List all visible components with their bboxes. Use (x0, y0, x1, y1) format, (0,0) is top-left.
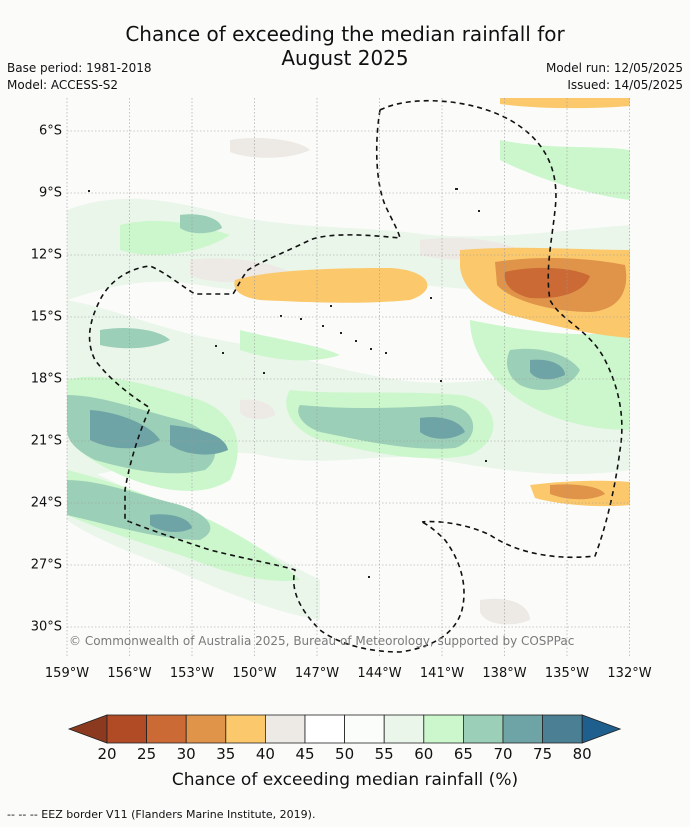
lon-label: 135°W (544, 666, 590, 681)
colorbar-tick-label: 65 (453, 745, 473, 763)
model-name: Model: ACCESS-S2 (7, 78, 119, 92)
colorbar-swatch (344, 714, 385, 744)
colorbar-tick-label: 45 (295, 745, 315, 763)
map-title-line1: Chance of exceeding the median rainfall … (125, 22, 565, 46)
lat-label: 15°S (30, 309, 62, 325)
lon-label: 144°W (357, 666, 402, 681)
lat-label: 24°S (30, 495, 62, 511)
colorbar-tick-label: 55 (374, 745, 394, 763)
patch-darkteal-2 (170, 425, 228, 455)
patch-driest-east (504, 267, 590, 299)
lon-label: 141°W (419, 666, 465, 681)
colorbar-tick-label: 60 (414, 745, 434, 763)
colorbar-title: Chance of exceeding median rainfall (%) (171, 770, 519, 790)
meta-left: Base period: 1981-2018 Model: ACCESS-S2 (7, 60, 152, 94)
lat-label: 6°S (38, 123, 62, 139)
colorbar-tick-label: 25 (137, 745, 157, 763)
colorbar (67, 714, 622, 744)
colorbar-tick-label: 20 (97, 745, 117, 763)
copyright-note: © Commonwealth of Australia 2025, Bureau… (69, 634, 575, 648)
patch-darkteal-3 (420, 417, 465, 439)
patch-darkteal-4 (530, 359, 565, 380)
patch-darkteal-5 (150, 514, 192, 532)
colorbar-tick-label: 75 (533, 745, 553, 763)
colorbar-tick-label: 50 (335, 745, 355, 763)
patch-teal-small-2 (180, 214, 222, 234)
colorbar-min-arrow (67, 714, 108, 744)
colorbar-tick-label: 35 (216, 745, 236, 763)
meta-right: Model run: 12/05/2025 Issued: 14/05/2025 (546, 60, 683, 94)
colorbar-tick-label: 30 (176, 745, 196, 763)
patch-drier-southeast (550, 484, 605, 500)
lat-label: 27°S (30, 557, 62, 573)
patch-green-small (240, 330, 340, 361)
colorbar-tick-label: 70 (493, 745, 513, 763)
map-title-line2: August 2025 (281, 46, 409, 70)
colorbar-swatch (502, 714, 543, 744)
lat-label: 30°S (30, 619, 62, 635)
lat-label: 21°S (30, 433, 62, 449)
model-run: Model run: 12/05/2025 (545, 61, 683, 75)
colorbar-swatch (542, 714, 583, 744)
colorbar-swatch (264, 714, 306, 744)
colorbar-swatch (304, 714, 345, 744)
colorbar-swatch (423, 714, 464, 744)
lon-label: 156°W (107, 666, 152, 681)
colorbar-swatch (146, 714, 187, 744)
eez-border-east (379, 99, 623, 559)
eez-footnote: -- -- -- EEZ border V11 (Flanders Marine… (7, 808, 316, 821)
lat-label: 18°S (30, 371, 62, 387)
colorbar-max-arrow (581, 714, 622, 744)
lat-label: 9°S (38, 185, 62, 201)
lon-label: 138°W (482, 666, 527, 681)
lon-label: 153°W (169, 666, 215, 681)
patch-green-north-east (500, 140, 630, 200)
patch-teal-small-1 (100, 328, 170, 349)
map-title: Chance of exceeding the median rainfall … (0, 22, 690, 70)
eez-border-west (88, 109, 465, 653)
patch-neutral-4 (480, 598, 530, 625)
patch-neutral-1 (230, 138, 310, 158)
lon-label: 159°W (44, 666, 90, 681)
patch-darkteal-1 (90, 410, 160, 449)
patch-neutral-5 (240, 399, 275, 420)
patch-dry-central (234, 268, 428, 303)
patch-teal-central (298, 405, 474, 449)
issued-date: Issued: 14/05/2025 (567, 78, 683, 92)
lon-label: 147°W (294, 666, 340, 681)
colorbar-swatch (383, 714, 425, 744)
map-gridlines (66, 98, 630, 658)
lat-label: 12°S (30, 247, 62, 263)
colorbar-tick-label: 80 (572, 745, 592, 763)
lon-label: 132°W (607, 666, 652, 681)
island-markers (88, 188, 487, 578)
colorbar-swatch (185, 714, 227, 744)
patch-dry-northeast (500, 98, 630, 109)
base-period: Base period: 1981-2018 (7, 61, 152, 75)
colorbar-tick-label: 40 (255, 745, 275, 763)
lon-label: 150°W (232, 666, 277, 681)
colorbar-swatch (462, 714, 504, 744)
colorbar-swatch (225, 714, 266, 744)
map-field (67, 98, 630, 658)
colorbar-swatch (106, 714, 147, 744)
